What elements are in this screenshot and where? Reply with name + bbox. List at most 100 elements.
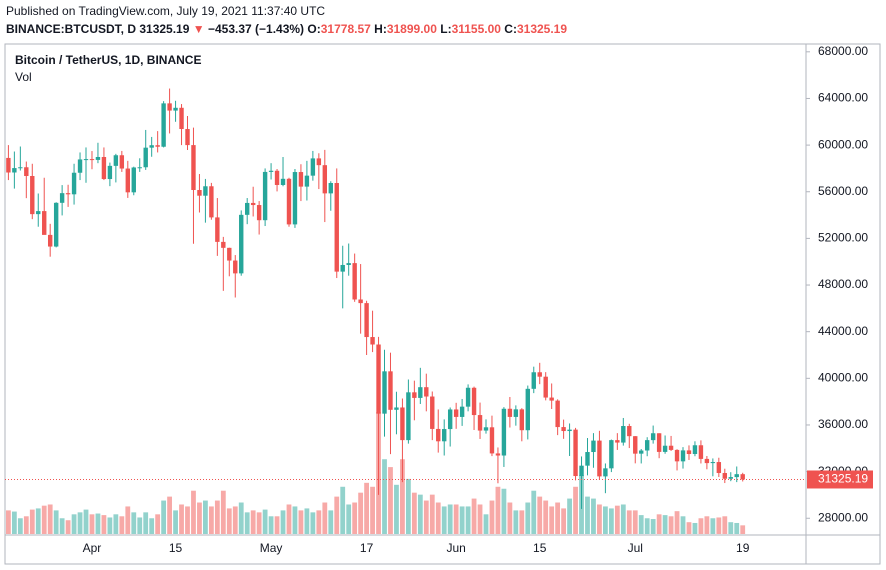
candle-body <box>155 145 160 147</box>
candle-body <box>627 426 632 437</box>
candle-body <box>639 450 644 454</box>
volume-bar <box>161 500 167 534</box>
volume-bar <box>280 510 286 534</box>
candle-body <box>447 409 453 430</box>
candle-body <box>268 170 274 172</box>
volume-bar <box>674 511 680 534</box>
candle-body <box>513 409 519 417</box>
candle-body <box>543 376 548 398</box>
candle-body <box>442 429 447 442</box>
candle-body <box>531 372 536 389</box>
volume-bar <box>704 516 710 534</box>
volume-bar <box>585 496 590 534</box>
volume-bar <box>185 506 190 534</box>
volume-bar <box>89 514 95 534</box>
candle-body <box>77 159 83 173</box>
volume-bar <box>429 494 435 534</box>
l-label: L: <box>440 22 451 36</box>
y-tick-label: 44000.00 <box>818 324 868 338</box>
candle-body <box>406 392 411 441</box>
volume-bar <box>214 500 220 534</box>
candle-body <box>740 474 745 480</box>
ohlc-line: BINANCE:BTCUSDT, D 31325.19 ▼ −453.37 (−… <box>6 22 567 36</box>
candle-body <box>215 217 220 242</box>
c-value: 31325.19 <box>517 22 567 36</box>
volume-bar <box>41 505 47 534</box>
volume-bar <box>680 516 686 534</box>
candle-body <box>656 433 662 452</box>
candle-body <box>650 433 656 441</box>
volume-bar <box>519 510 525 534</box>
candle-body <box>549 397 554 401</box>
volume-bar <box>603 506 608 534</box>
candle-body <box>310 158 316 176</box>
volume-bar <box>310 512 316 534</box>
candle-body <box>495 453 501 456</box>
candle-body <box>143 147 148 168</box>
frame <box>4 43 881 565</box>
arrow: ▼ <box>193 22 205 36</box>
volume-bar <box>226 508 232 534</box>
volume-bar <box>322 502 328 534</box>
candle-body <box>603 468 608 477</box>
volume-bar <box>471 498 477 534</box>
volume-bar <box>286 504 292 534</box>
volume-bar <box>549 506 555 534</box>
volume-bar <box>388 467 393 534</box>
volume-bar <box>620 504 626 534</box>
volume-bar <box>220 490 226 534</box>
volume-bar <box>328 510 334 534</box>
y-tick-label: 64000.00 <box>818 91 868 105</box>
volume-bar <box>573 486 578 534</box>
candle-body <box>507 408 513 417</box>
candle-body <box>18 167 23 169</box>
volume-bar <box>537 496 543 534</box>
volume-bar <box>83 509 89 534</box>
candle-body <box>47 234 53 247</box>
h-label: H: <box>374 22 387 36</box>
candle-body <box>179 107 184 130</box>
volume-bar <box>149 518 155 534</box>
candle-body <box>352 263 357 300</box>
volume-bar <box>692 522 698 534</box>
volume-bar <box>525 502 531 534</box>
volume-bar <box>626 510 632 534</box>
candle-body <box>59 193 65 203</box>
candle-body <box>53 202 59 247</box>
candle-body <box>597 440 602 477</box>
o-value: 31778.57 <box>321 22 371 36</box>
candle-body <box>489 427 495 454</box>
candle-body <box>424 387 429 397</box>
candle-body <box>239 214 244 274</box>
published-line: Published on TradingView.com, July 19, 2… <box>6 4 325 18</box>
volume-bar <box>292 506 298 534</box>
candle-body <box>525 388 530 431</box>
last-price-label: 31325.19 <box>818 472 868 486</box>
x-tick-label: 17 <box>360 541 374 555</box>
volume-bar <box>394 484 399 534</box>
volume-bar <box>447 504 453 534</box>
volume-bar <box>101 515 107 534</box>
volume-bar <box>435 502 441 534</box>
c-label: C: <box>504 22 517 36</box>
volume-bar <box>597 504 602 534</box>
volume-bar <box>29 509 35 534</box>
volume-bar <box>417 494 423 534</box>
candle-body <box>89 159 95 161</box>
candle-body <box>471 387 477 416</box>
volume-bar <box>411 492 417 534</box>
volume-bar <box>489 500 495 534</box>
volume-bar <box>507 502 513 534</box>
l-value: 31155.00 <box>452 22 502 36</box>
candle-body <box>131 167 136 193</box>
candle-body <box>119 155 125 169</box>
candle-body <box>459 406 465 417</box>
candle-body <box>418 387 423 398</box>
candle-body <box>245 202 250 215</box>
candle-body <box>382 371 387 414</box>
candle-body <box>376 344 381 414</box>
volume-bar <box>608 508 614 534</box>
symbol: BINANCE:BTCUSDT, D <box>6 22 136 36</box>
volume-bar <box>686 522 692 534</box>
